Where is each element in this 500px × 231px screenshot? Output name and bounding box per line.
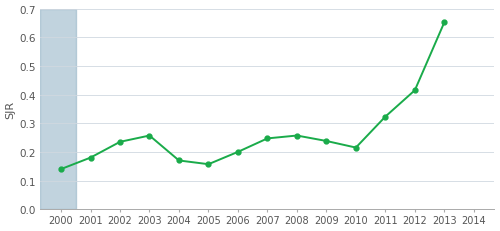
Y-axis label: SJR: SJR bbox=[6, 100, 16, 119]
Bar bbox=[40, 9, 76, 209]
